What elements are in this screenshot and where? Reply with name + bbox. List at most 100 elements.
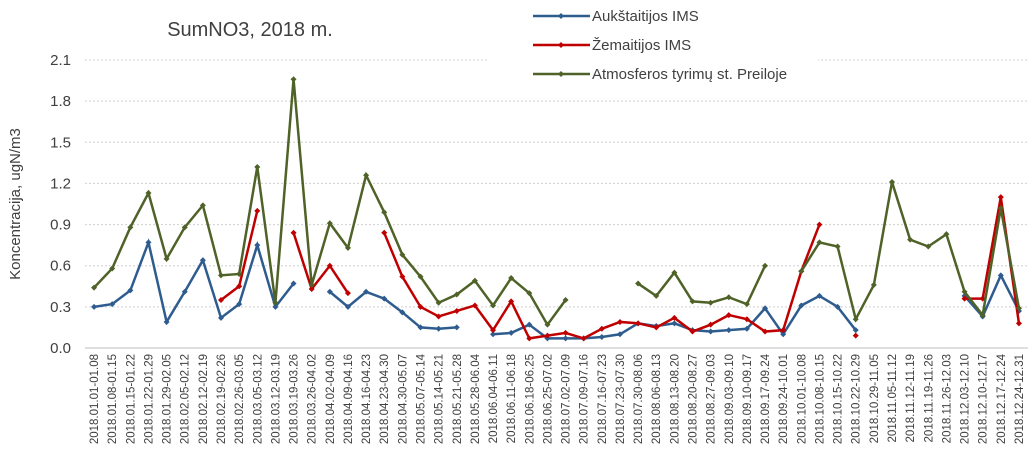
point [490,302,497,309]
point [743,325,750,332]
x-tick-label: 2018.04.09-04.16 [343,354,355,444]
x-tick-label: 2018.01.01-01.08 [89,354,101,444]
point [218,297,225,303]
point [218,272,225,279]
point [997,272,1004,279]
point [290,76,297,83]
point [870,281,877,288]
x-tick-label: 2018.01.15-01.22 [125,354,137,444]
point [780,331,787,338]
point [181,288,188,295]
point [326,220,333,227]
x-tick-label: 2018.02.12-02.19 [198,354,210,444]
point [943,231,950,238]
point [689,298,696,305]
point [326,288,333,295]
point [435,299,442,306]
point [344,244,351,251]
point [961,288,968,295]
x-tick-label: 2018.03.05-03.12 [252,354,264,444]
point [399,251,406,258]
point [762,305,769,312]
legend-marker [558,71,564,77]
point [471,302,478,309]
point [834,243,841,250]
x-tick-label: 2018.03.12-03.19 [270,354,282,444]
point [145,190,152,197]
point [671,269,678,276]
point [616,318,623,325]
x-tick-label: 2018.09.03-09.10 [724,354,736,444]
x-tick-label: 2018.11.19-11.26 [923,354,935,442]
point [653,324,660,331]
x-tick-label: 2018.11.05-11.12 [887,354,899,442]
point [145,239,152,246]
point [236,301,243,308]
x-tick-label: 2018.04.30-05.07 [397,354,409,444]
x-tick-label: 2018.05.21-05.28 [452,354,464,444]
y-axis-label: Koncentracija, ugN/m3 [7,128,24,280]
x-tick-label: 2018.05.14-05.21 [434,354,446,444]
x-tick-label: 2018.12.17-12.24 [996,353,1008,444]
point [272,299,279,306]
point [562,335,569,342]
x-tick-label: 2018.11.12-11.19 [905,354,917,442]
x-tick-label: 2018.05.28-06.04 [470,353,482,444]
point [598,325,605,332]
point [399,273,406,280]
x-tick-label: 2018.12.10-12.17 [978,354,990,444]
point [199,257,206,264]
point [435,313,442,320]
point [218,314,225,321]
y-tick-label: 0.0 [50,340,71,357]
point [109,265,116,272]
x-tick-label: 2018.12.03-12.10 [960,354,972,444]
x-tick-label: 2018.02.19-02.26 [216,354,228,444]
x-tick-label: 2018.02.26-03.05 [234,354,246,444]
point [508,275,515,282]
x-tick-label: 2018.02.05-02.12 [180,354,192,444]
point [979,312,986,319]
point [290,229,297,236]
point [852,332,859,339]
x-tick-label: 2018.09.17-09.24 [760,353,772,444]
point [163,255,170,262]
x-tick-label: 2018.06.04-06.11 [488,354,500,443]
x-tick-label: 2018.12.24-12.31 [1014,354,1026,444]
point [798,302,805,309]
x-tick-label: 2018.07.30-08.06 [633,354,645,444]
x-tick-label: 2018.01.22-01.29 [143,354,155,444]
point [1015,320,1022,327]
point [127,287,134,294]
x-tick-label: 2018.01.08-01.15 [107,354,119,444]
point [236,270,243,277]
point [290,280,297,287]
point [689,328,696,335]
y-tick-label: 1.2 [50,175,71,192]
point [254,207,261,214]
point [1015,305,1022,312]
point [109,301,116,308]
legend-label: Aukštaitijos IMS [592,8,699,25]
point [526,321,533,328]
point [707,328,714,335]
point [490,327,497,334]
x-tick-label: 2018.09.10-09.17 [742,354,754,444]
point [453,291,460,298]
point [816,239,823,246]
point [834,303,841,310]
point [671,320,678,327]
y-tick-label: 2.1 [50,52,71,69]
point [236,283,243,290]
point [508,298,515,305]
point [127,224,134,231]
point [580,335,587,342]
point [526,290,533,297]
chart-title: SumNO3, 2018 m. [167,19,333,41]
y-tick-label: 0.9 [50,217,71,234]
point [417,303,424,310]
x-tick-label: 2018.07.09-07.16 [579,354,591,444]
series-line [93,238,1021,340]
x-tick-label: 2018.04.16-04.23 [361,354,373,444]
